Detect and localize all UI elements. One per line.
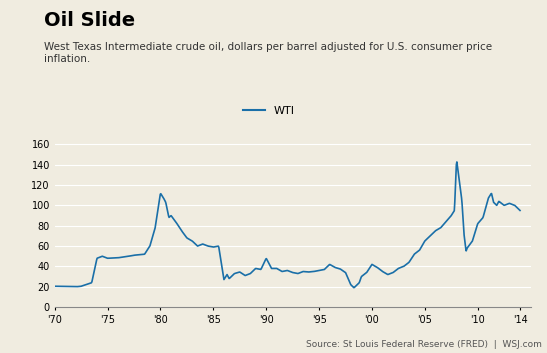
- Text: Oil Slide: Oil Slide: [44, 11, 135, 30]
- Text: Source: St Louis Federal Reserve (FRED)  |  WSJ.com: Source: St Louis Federal Reserve (FRED) …: [306, 341, 542, 349]
- Text: West Texas Intermediate crude oil, dollars per barrel adjusted for U.S. consumer: West Texas Intermediate crude oil, dolla…: [44, 42, 492, 64]
- Legend: WTI: WTI: [238, 102, 299, 120]
